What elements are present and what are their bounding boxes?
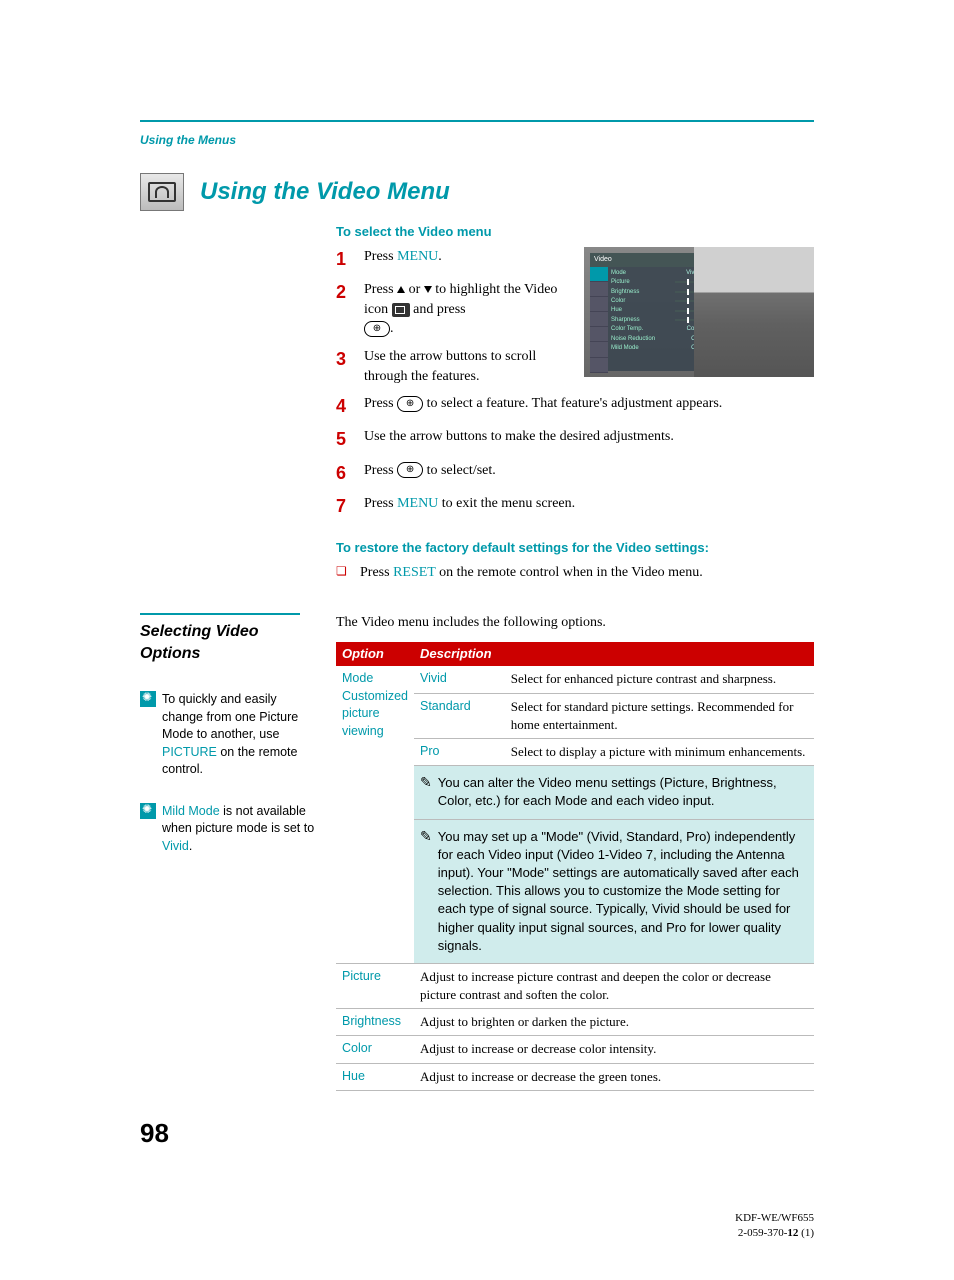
table-row: Mode Customized picture viewing Vivid Se… (336, 666, 814, 693)
options-table: Option Description Mode Customized pictu… (336, 642, 814, 1091)
side-heading: Selecting Video Options (140, 621, 316, 666)
steps-list: 1 Press MENU. 2 Press or to highlight th… (336, 247, 814, 519)
tip-1: To quickly and easily change from one Pi… (140, 691, 316, 779)
step-3: 3 Use the arrow buttons to scroll throug… (336, 347, 572, 386)
subheading-select: To select the Video menu (336, 223, 814, 241)
page-number: 98 (140, 1115, 814, 1151)
step-number: 2 (336, 280, 354, 305)
enter-button-icon: ⊕ (397, 396, 423, 412)
table-row: Picture Adjust to increase picture contr… (336, 963, 814, 1008)
table-row: Color Adjust to increase or decrease col… (336, 1036, 814, 1063)
note-icon: ✎ (420, 774, 432, 810)
table-row: Hue Adjust to increase or decrease the g… (336, 1063, 814, 1090)
menu-keyword: MENU (397, 249, 438, 264)
step-6: 6 Press ⊕ to select/set. (336, 461, 814, 486)
side-rule (140, 613, 300, 615)
tip-icon (140, 803, 156, 819)
video-menu-icon (140, 173, 184, 211)
step-4: 4 Press ⊕ to select a feature. That feat… (336, 394, 814, 419)
step-number: 4 (336, 394, 354, 419)
video-small-icon (392, 303, 410, 317)
tip-icon (140, 691, 156, 707)
note-icon: ✎ (420, 828, 432, 955)
step-1: 1 Press MENU. (336, 247, 572, 272)
col-description: Description (414, 642, 814, 666)
col-option: Option (336, 642, 414, 666)
page-title: Using the Video Menu (200, 175, 450, 209)
step-number: 5 (336, 427, 354, 452)
step-7: 7 Press MENU to exit the menu screen. (336, 494, 814, 519)
title-row: Using the Video Menu (140, 173, 814, 211)
step-number: 1 (336, 247, 354, 272)
enter-button-icon: ⊕ (364, 321, 390, 337)
arrow-down-icon (424, 286, 432, 293)
footer: KDF-WE/WF655 2-059-370-12 (1) (140, 1211, 814, 1240)
step-number: 6 (336, 461, 354, 486)
enter-button-icon: ⊕ (397, 462, 423, 478)
bullet-icon: ❏ (336, 563, 352, 583)
intro-text: The Video menu includes the following op… (336, 613, 814, 633)
step-2: 2 Press or to highlight the Video icon a… (336, 280, 572, 339)
restore-bullet: ❏ Press RESET on the remote control when… (336, 563, 814, 583)
tip-2: Mild Mode is not available when picture … (140, 803, 316, 856)
step-5: 5 Use the arrow buttons to make the desi… (336, 427, 814, 452)
breadcrumb: Using the Menus (140, 132, 814, 149)
menu-keyword: MENU (397, 496, 438, 511)
subheading-restore: To restore the factory default settings … (336, 539, 814, 557)
reset-keyword: RESET (393, 565, 436, 580)
arrow-up-icon (397, 286, 405, 293)
step-number: 3 (336, 347, 354, 372)
table-row: Brightness Adjust to brighten or darken … (336, 1009, 814, 1036)
top-rule (140, 120, 814, 122)
step-number: 7 (336, 494, 354, 519)
